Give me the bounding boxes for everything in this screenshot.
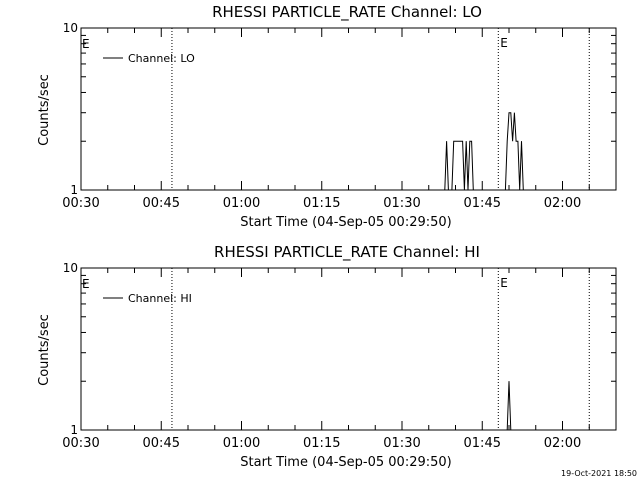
- x-tick-label: 01:30: [383, 436, 420, 451]
- chart-title-lo: RHESSI PARTICLE_RATE Channel: LO: [212, 3, 482, 22]
- x-axis-label-lo: Start Time (04-Sep-05 00:29:50): [240, 215, 451, 230]
- event-lines-lo: E: [171, 28, 590, 190]
- series-line: [506, 381, 512, 431]
- x-tick-label: 02:00: [544, 196, 581, 211]
- x-tick-label: 01:30: [383, 196, 420, 211]
- x-tick-label: 00:45: [143, 196, 180, 211]
- x-axis-hi: 00:30 00:45 01:00 01:15 01:30 01:45 02:00: [62, 268, 617, 451]
- x-axis-lo: 00:30 00:45 01:00 01:15 01:30 01:45 02:00: [62, 28, 617, 211]
- y-axis-label-lo: Counts/sec: [37, 74, 52, 146]
- event-lines-hi: E: [171, 268, 590, 430]
- series-hi: [506, 381, 512, 431]
- series-line: [444, 112, 525, 191]
- y-axis-label-hi: Counts/sec: [37, 314, 52, 386]
- x-tick-label: 02:00: [544, 436, 581, 451]
- legend-label-hi: Channel: HI: [128, 292, 192, 305]
- edge-marker-lo: E: [82, 37, 90, 51]
- legend-label-lo: Channel: LO: [128, 52, 195, 65]
- x-tick-label: 01:00: [223, 436, 260, 451]
- y-axis-hi: 1 10: [63, 261, 616, 437]
- timestamp-label: 19-Oct-2021 18:50: [561, 469, 637, 478]
- y-tick-label: 10: [63, 21, 78, 35]
- y-tick-label: 1: [70, 183, 78, 197]
- chart-title-hi: RHESSI PARTICLE_RATE Channel: HI: [214, 243, 480, 262]
- x-tick-label: 01:00: [223, 196, 260, 211]
- y-tick-label: 1: [70, 423, 78, 437]
- event-line-label: E: [500, 36, 508, 50]
- x-tick-label: 00:30: [62, 436, 99, 451]
- x-tick-label: 01:45: [464, 196, 501, 211]
- series-lo: [444, 112, 525, 191]
- x-tick-label: 01:45: [464, 436, 501, 451]
- y-tick-label: 10: [63, 261, 78, 275]
- x-axis-label-hi: Start Time (04-Sep-05 00:29:50): [240, 455, 451, 470]
- x-tick-label: 00:45: [143, 436, 180, 451]
- chart-panel-hi: RHESSI PARTICLE_RATE Channel: HI 00:30 00…: [37, 243, 617, 470]
- x-tick-label: 00:30: [62, 196, 99, 211]
- y-axis-lo: 1 10: [63, 21, 616, 197]
- edge-marker-hi: E: [82, 277, 90, 291]
- event-line-label: E: [500, 276, 508, 290]
- chart-panel-lo: RHESSI PARTICLE_RATE Channel: LO 00:30 00…: [37, 3, 617, 230]
- x-tick-label: 01:15: [303, 436, 340, 451]
- x-tick-label: 01:15: [303, 196, 340, 211]
